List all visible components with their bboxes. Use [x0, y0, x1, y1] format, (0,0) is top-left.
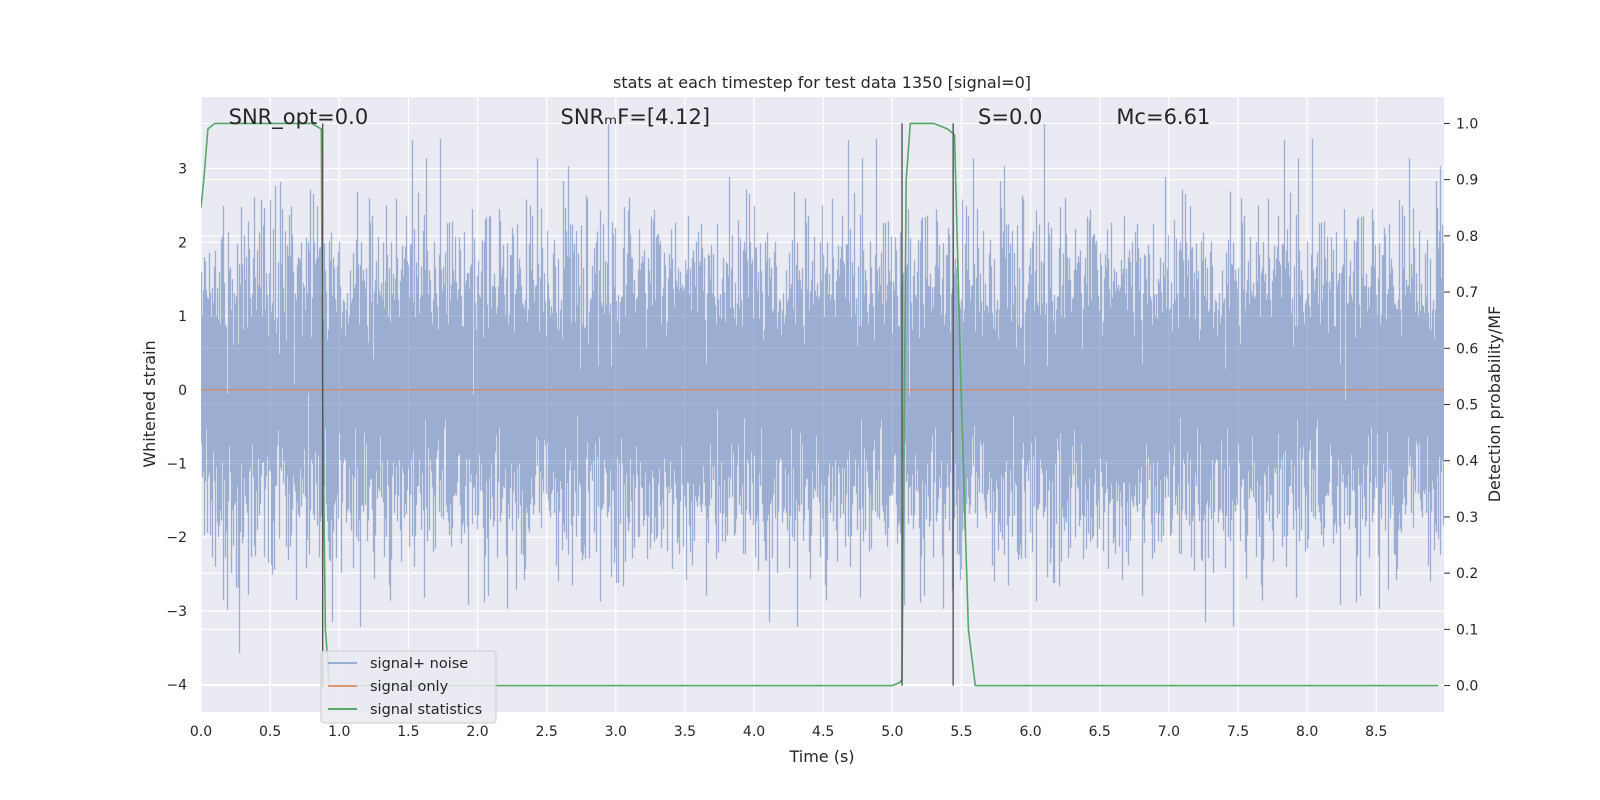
y-tick-label-left: 3	[178, 162, 187, 178]
y-tick-label-right: 0.1	[1456, 622, 1478, 638]
y-tick-label-right: 0.0	[1456, 679, 1478, 695]
y-tick-label-left: −1	[166, 456, 187, 472]
x-tick-label: 8.0	[1296, 724, 1318, 740]
chart-title: stats at each timestep for test data 135…	[613, 73, 1031, 92]
x-tick-label: 0.5	[259, 724, 281, 740]
y-tick-label-left: −3	[166, 604, 187, 620]
y-tick-label-right: 1.0	[1456, 116, 1478, 132]
y-tick-label-right: 0.8	[1456, 229, 1478, 245]
y-tick-label-right: 0.6	[1456, 341, 1478, 357]
legend-label-signal-noise: signal+ noise	[370, 656, 468, 672]
vertical-markers	[321, 123, 954, 686]
series-signal-statistics	[201, 122, 1439, 687]
series-signal-noise	[201, 124, 1444, 654]
y-tick-label-right: 0.3	[1456, 510, 1478, 526]
y-tick-label-right: 0.5	[1456, 398, 1478, 414]
x-tick-label: 5.5	[950, 724, 972, 740]
legend-box	[320, 650, 497, 724]
x-tick-label: 3.0	[605, 724, 627, 740]
x-tick-label: 0.0	[190, 724, 212, 740]
legend-label-signal-statistics: signal statistics	[370, 702, 482, 718]
y-tick-label-right: 0.2	[1456, 566, 1478, 582]
annotation-snr-mf: SNRₘF=[4.12]	[560, 105, 710, 129]
tick-labels: 0.0 0.5 1.0 1.5 2.0 2.5 3.0 3.5 4.0 4.5 5.0 5.5 6.0 6…	[166, 116, 1478, 740]
annotation-snr-opt: SNR_opt=0.0	[229, 105, 369, 130]
legend-label-signal-only: signal only	[370, 679, 449, 695]
y-tick-label-right: 0.7	[1456, 285, 1478, 301]
y-tick-label-left: −4	[166, 678, 187, 694]
series-layer	[201, 122, 1444, 687]
x-tick-label: 3.5	[674, 724, 696, 740]
y-tick-label-left: 1	[178, 309, 187, 325]
x-tick-label: 4.0	[743, 724, 765, 740]
x-tick-label: 2.5	[536, 724, 558, 740]
y-tick-label-left: 2	[178, 235, 187, 251]
x-tick-label: 1.0	[328, 724, 350, 740]
x-tick-label: 7.5	[1227, 724, 1249, 740]
y-tick-label-left: 0	[178, 383, 187, 399]
y-axis-label-right: Detection probability/MF	[1485, 306, 1504, 503]
y-tick-label-right: 0.9	[1456, 173, 1478, 189]
x-tick-label: 4.5	[812, 724, 834, 740]
annotation-s: S=0.0	[978, 105, 1042, 129]
x-tick-label: 7.0	[1158, 724, 1180, 740]
x-tick-label: 6.5	[1089, 724, 1111, 740]
y-axis-label-left: Whitened strain	[140, 340, 159, 467]
x-tick-label: 8.5	[1365, 724, 1387, 740]
y-tick-label-left: −2	[166, 530, 187, 546]
x-tick-label: 2.0	[466, 724, 488, 740]
x-tick-label: 1.5	[397, 724, 419, 740]
x-tick-label: 6.0	[1019, 724, 1041, 740]
y-tick-label-right: 0.4	[1456, 454, 1478, 470]
x-axis-label: Time (s)	[788, 747, 854, 766]
annotation-mc: Mᴄ=6.61	[1116, 105, 1210, 129]
legend: signal+ noise signal only signal statist…	[320, 650, 497, 724]
x-tick-label: 5.0	[881, 724, 903, 740]
annotations: SNR_opt=0.0 SNRₘF=[4.12] S=0.0 Mᴄ=6.61	[229, 105, 1211, 130]
